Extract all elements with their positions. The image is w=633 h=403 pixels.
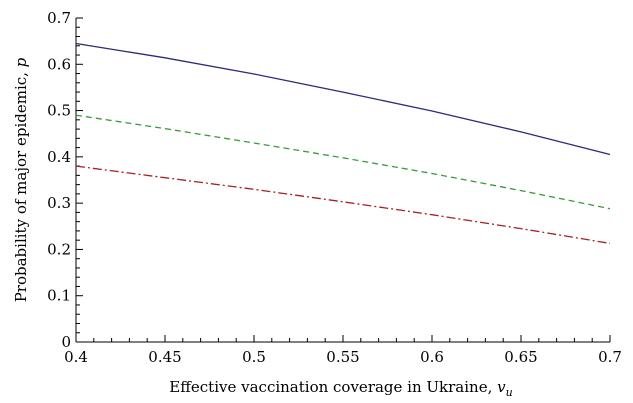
series-layer: [76, 44, 610, 244]
y-tick-label: 0.4: [47, 148, 71, 166]
x-tick-label: 0.55: [326, 348, 359, 366]
y-axis-title-text: Probability of major epidemic,: [12, 67, 30, 302]
y-tick-label: 0.6: [47, 55, 71, 73]
y-tick-label: 0.5: [47, 102, 71, 120]
x-tick-label: 0.7: [598, 348, 622, 366]
x-tick-label: 0.45: [148, 348, 181, 366]
series-line-3: [76, 166, 610, 243]
x-tick-label: 0.65: [504, 348, 537, 366]
y-tick-label: 0.1: [47, 287, 71, 305]
x-axis-title: Effective vaccination coverage in Ukrain…: [169, 378, 512, 399]
series-line-1: [76, 44, 610, 155]
y-tick-label: 0: [61, 333, 71, 351]
x-axis-title-text: Effective vaccination coverage in Ukrain…: [169, 378, 497, 396]
x-axis-variable-subscript: u: [506, 386, 513, 399]
tick-labels: 0.4 0.45 0.5 0.55 0.6 0.65 0.700.10.20.30.40.5…: [47, 9, 622, 366]
y-axis-variable: p: [12, 57, 30, 67]
x-tick-label: 0.5: [242, 348, 266, 366]
x-tick-label: 0.6: [420, 348, 444, 366]
axes: [76, 18, 610, 342]
series-line-2: [76, 115, 610, 209]
y-tick-label: 0.7: [47, 9, 71, 27]
y-tick-label: 0.3: [47, 194, 71, 212]
y-axis-title: Probability of major epidemic, p: [12, 57, 30, 302]
y-tick-label: 0.2: [47, 240, 71, 258]
